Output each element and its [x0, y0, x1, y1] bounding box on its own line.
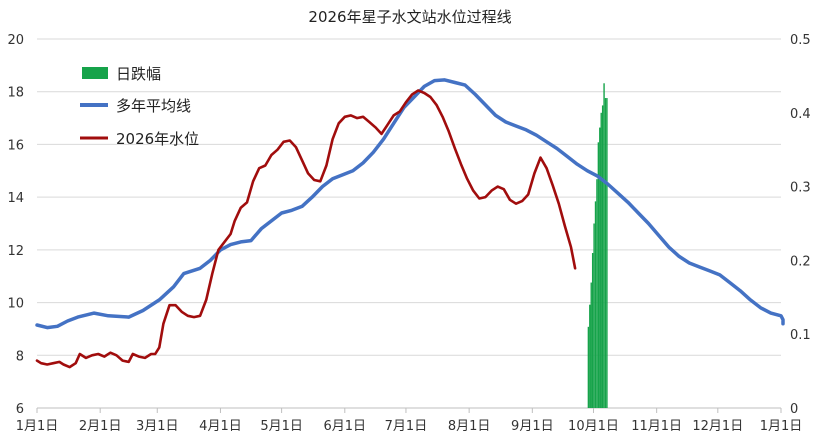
- x-tick-label: 2月1日: [79, 419, 122, 434]
- drop-bar: [599, 127, 601, 408]
- legend-label-average: 多年平均线: [116, 97, 191, 115]
- left-tick-label: 16: [7, 138, 24, 153]
- left-axis: 6 8 10 12 14 16 18 20: [7, 33, 24, 417]
- x-tick-label: 7月1日: [385, 419, 428, 434]
- x-tick-label: 8月1日: [448, 419, 491, 434]
- legend: 日跌幅 多年平均线 2026年水位: [80, 65, 199, 148]
- drop-bar: [593, 223, 595, 408]
- left-tick-label: 6: [16, 402, 24, 417]
- right-tick-label: 0.1: [790, 328, 811, 343]
- left-tick-label: 8: [16, 349, 24, 364]
- legend-label-level-2026: 2026年水位: [116, 130, 199, 148]
- drop-bar: [604, 98, 607, 408]
- right-tick-label: 0.3: [790, 181, 811, 196]
- right-tick-label: 0.2: [790, 254, 811, 269]
- right-axis: 0 0.1 0.2 0.3 0.4 0.5: [790, 33, 811, 417]
- x-tick-label: 11月1日: [631, 419, 682, 434]
- left-tick-label: 20: [7, 33, 24, 48]
- drop-bar: [591, 253, 594, 408]
- x-tick-label: 1月1日: [16, 419, 59, 434]
- x-tick-label: 10月1日: [568, 419, 619, 434]
- daily-drop-bars: [587, 83, 608, 409]
- left-tick-label: 18: [7, 86, 24, 101]
- drop-bar: [587, 326, 590, 408]
- left-tick-label: 10: [7, 297, 24, 312]
- x-tick-label: 12月1日: [692, 419, 743, 434]
- drop-bar: [589, 304, 591, 408]
- series-lines: [35, 78, 785, 369]
- drop-bar: [600, 112, 602, 409]
- gridlines: [37, 38, 781, 409]
- average-line: [35, 78, 785, 330]
- left-tick-label: 12: [7, 244, 24, 259]
- right-tick-label: 0: [790, 402, 798, 417]
- x-tick-label: 3月1日: [136, 419, 179, 434]
- drop-bar: [596, 179, 598, 408]
- legend-label-daily-drop: 日跌幅: [116, 65, 161, 83]
- x-tick-label: 6月1日: [324, 419, 367, 434]
- left-tick-label: 14: [7, 191, 24, 206]
- drop-bar: [594, 201, 597, 408]
- right-tick-label: 0.4: [790, 107, 811, 122]
- right-tick-label: 0.5: [790, 33, 811, 48]
- drop-bar: [601, 105, 604, 409]
- x-tick-label: 5月1日: [260, 419, 303, 434]
- drop-bar: [597, 142, 600, 408]
- x-tick-label: 1月1日: [760, 419, 803, 434]
- drop-bar: [606, 98, 608, 408]
- x-tick-label: 9月1日: [511, 419, 554, 434]
- x-axis: 1月1日 2月1日 3月1日 4月1日 5月1日 6月1日 7月1日 8月1日 9月1日 10月1…: [16, 408, 803, 434]
- chart-title: 2026年星子水文站水位过程线: [308, 8, 511, 26]
- legend-swatch-daily-drop: [82, 67, 108, 79]
- drop-bar: [590, 282, 592, 408]
- drop-bar: [603, 83, 605, 408]
- x-tick-label: 4月1日: [199, 419, 242, 434]
- level-2026-line: [35, 89, 577, 369]
